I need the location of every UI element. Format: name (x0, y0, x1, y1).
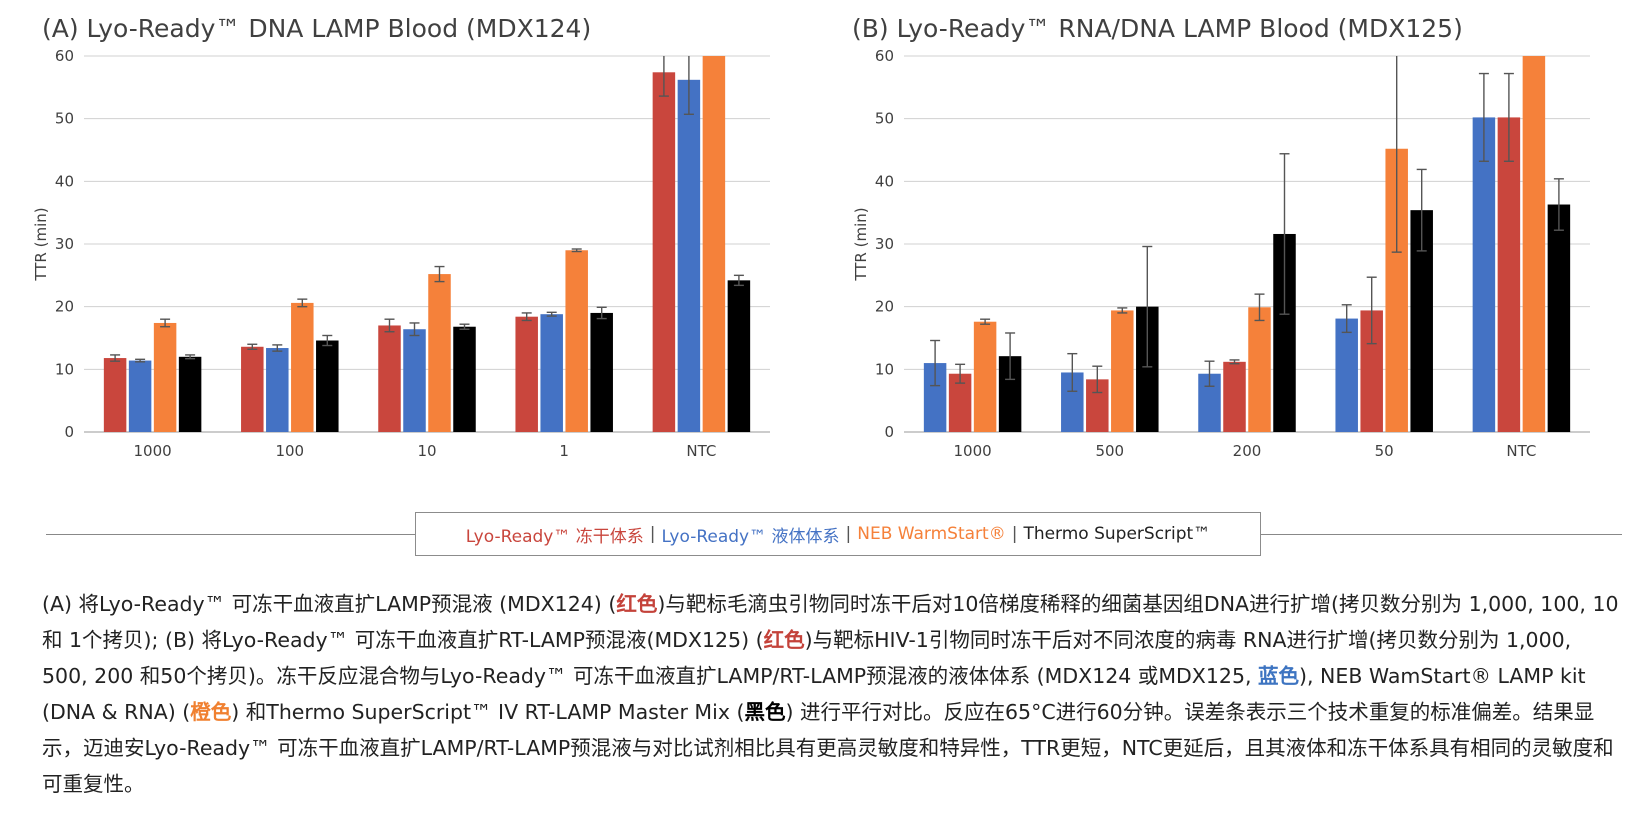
bar (1522, 56, 1546, 432)
legend-item-lyo-liquid: Lyo-Ready™ 液体体系 (661, 526, 840, 547)
bar (702, 56, 726, 432)
caption-orange-label: 橙色 (190, 700, 232, 724)
chart-b-title: (B) Lyo-Ready™ RNA/DNA LAMP Blood (MDX12… (852, 14, 1463, 43)
bar (316, 340, 339, 432)
x-tick-label: 100 (275, 442, 304, 460)
bar (1472, 117, 1496, 432)
y-tick-label: 50 (875, 110, 894, 128)
y-tick-label: 0 (64, 423, 74, 441)
bar (266, 348, 289, 432)
bar (727, 280, 751, 432)
bar (453, 326, 476, 432)
caption-red-label: 红色 (763, 628, 805, 652)
bar (515, 316, 538, 432)
legend: Lyo-Ready™ 冻干体系 | Lyo-Ready™ 液体体系 | NEB … (415, 512, 1261, 556)
bar (241, 346, 264, 432)
bar (1547, 204, 1571, 432)
bar (998, 356, 1022, 432)
y-tick-label: 20 (875, 298, 894, 316)
y-tick-label: 50 (55, 110, 74, 128)
bar (565, 250, 588, 432)
caption-text: ) 进行平行对比。反应在65°C进行60分钟。误差条表示三个技术重复的标准偏差。… (42, 700, 1614, 796)
legend-divider-right (1261, 534, 1622, 535)
bar (1360, 310, 1383, 432)
figure-caption: (A) 将Lyo-Ready™ 可冻干血液直扩LAMP预混液 (MDX124) … (42, 586, 1622, 802)
x-tick-label: NTC (686, 442, 716, 460)
y-axis-label: TTR (min) (852, 207, 870, 281)
bar (1223, 361, 1246, 432)
chart-a-title: (A) Lyo-Ready™ DNA LAMP Blood (MDX124) (42, 14, 592, 43)
legend-separator: | (1011, 524, 1018, 544)
bar (1086, 379, 1109, 432)
bar (677, 79, 701, 433)
y-tick-label: 10 (55, 360, 74, 378)
x-tick-label: 500 (1095, 442, 1124, 460)
y-tick-label: 40 (55, 172, 74, 190)
y-tick-label: 60 (55, 47, 74, 65)
y-axis-label: TTR (min) (32, 207, 50, 281)
legend-item-lyo-freeze-dried: Lyo-Ready™ 冻干体系 (465, 526, 644, 547)
y-tick-label: 10 (875, 360, 894, 378)
legend-item-thermo-superscript: Thermo SuperScript™ (1023, 524, 1211, 544)
bar (103, 358, 127, 432)
y-tick-label: 60 (875, 47, 894, 65)
x-tick-label: 1 (559, 442, 569, 460)
bar (1136, 306, 1159, 432)
bar (428, 274, 451, 432)
bar (540, 314, 563, 432)
bar (652, 72, 676, 432)
caption-text: )与靶标毛滴虫引物同时冻干后对10倍梯度稀释的细菌基因组DNA进行扩增(拷贝数分… (42, 592, 1619, 652)
x-tick-label: 1000 (134, 442, 172, 460)
bar (403, 329, 426, 432)
bar (923, 363, 947, 432)
x-tick-label: 1000 (954, 442, 992, 460)
bar (178, 356, 202, 432)
x-tick-label: 200 (1233, 442, 1262, 460)
legend-item-neb-warmstart: NEB WarmStart® (857, 524, 1006, 544)
caption-text: ) 和Thermo SuperScript™ IV RT-LAMP Master… (231, 700, 745, 724)
y-tick-label: 30 (875, 235, 894, 253)
bar (1111, 310, 1134, 432)
bar (590, 312, 613, 432)
caption-text: (A) 将Lyo-Ready™ 可冻干血液直扩LAMP预混液 (MDX124) … (42, 592, 617, 616)
bar (1061, 372, 1084, 432)
bar (1248, 307, 1271, 432)
bar (1410, 210, 1433, 432)
bar (291, 302, 314, 432)
bar (1385, 148, 1408, 432)
bar (1335, 318, 1358, 432)
x-tick-label: 50 (1375, 442, 1394, 460)
bar (973, 321, 997, 432)
bar (1497, 117, 1521, 432)
caption-black-label: 黑色 (744, 700, 786, 724)
y-tick-label: 40 (875, 172, 894, 190)
y-tick-label: 0 (884, 423, 894, 441)
caption-text: )与靶标HIV-1引物同时冻干后对不同浓度的病毒 RNA进行扩增(拷贝数分别为 … (42, 628, 1572, 688)
x-tick-label: 10 (417, 442, 436, 460)
y-tick-label: 20 (55, 298, 74, 316)
bar (948, 373, 972, 432)
y-tick-label: 30 (55, 235, 74, 253)
chart-b: 0 10 20 30 40 50 60 TTR (min) 1000 500 200 50 NTC (852, 47, 1590, 460)
caption-blue-label: 蓝色 (1258, 664, 1300, 688)
caption-red-label: 红色 (616, 592, 658, 616)
x-tick-label: NTC (1506, 442, 1536, 460)
bar (378, 325, 401, 432)
legend-separator: | (649, 524, 656, 544)
caption-text: ), NEB WamStart® LAMP kit (DNA & RNA) ( (42, 664, 1586, 724)
bar (1273, 233, 1296, 432)
bar (153, 322, 177, 432)
bar (1198, 373, 1221, 432)
chart-a: 0 10 20 30 40 50 60 TTR (min) 1000 100 10 1 NTC (32, 47, 770, 460)
legend-separator: | (845, 524, 852, 544)
legend-divider-left (46, 534, 415, 535)
bar (128, 360, 152, 432)
